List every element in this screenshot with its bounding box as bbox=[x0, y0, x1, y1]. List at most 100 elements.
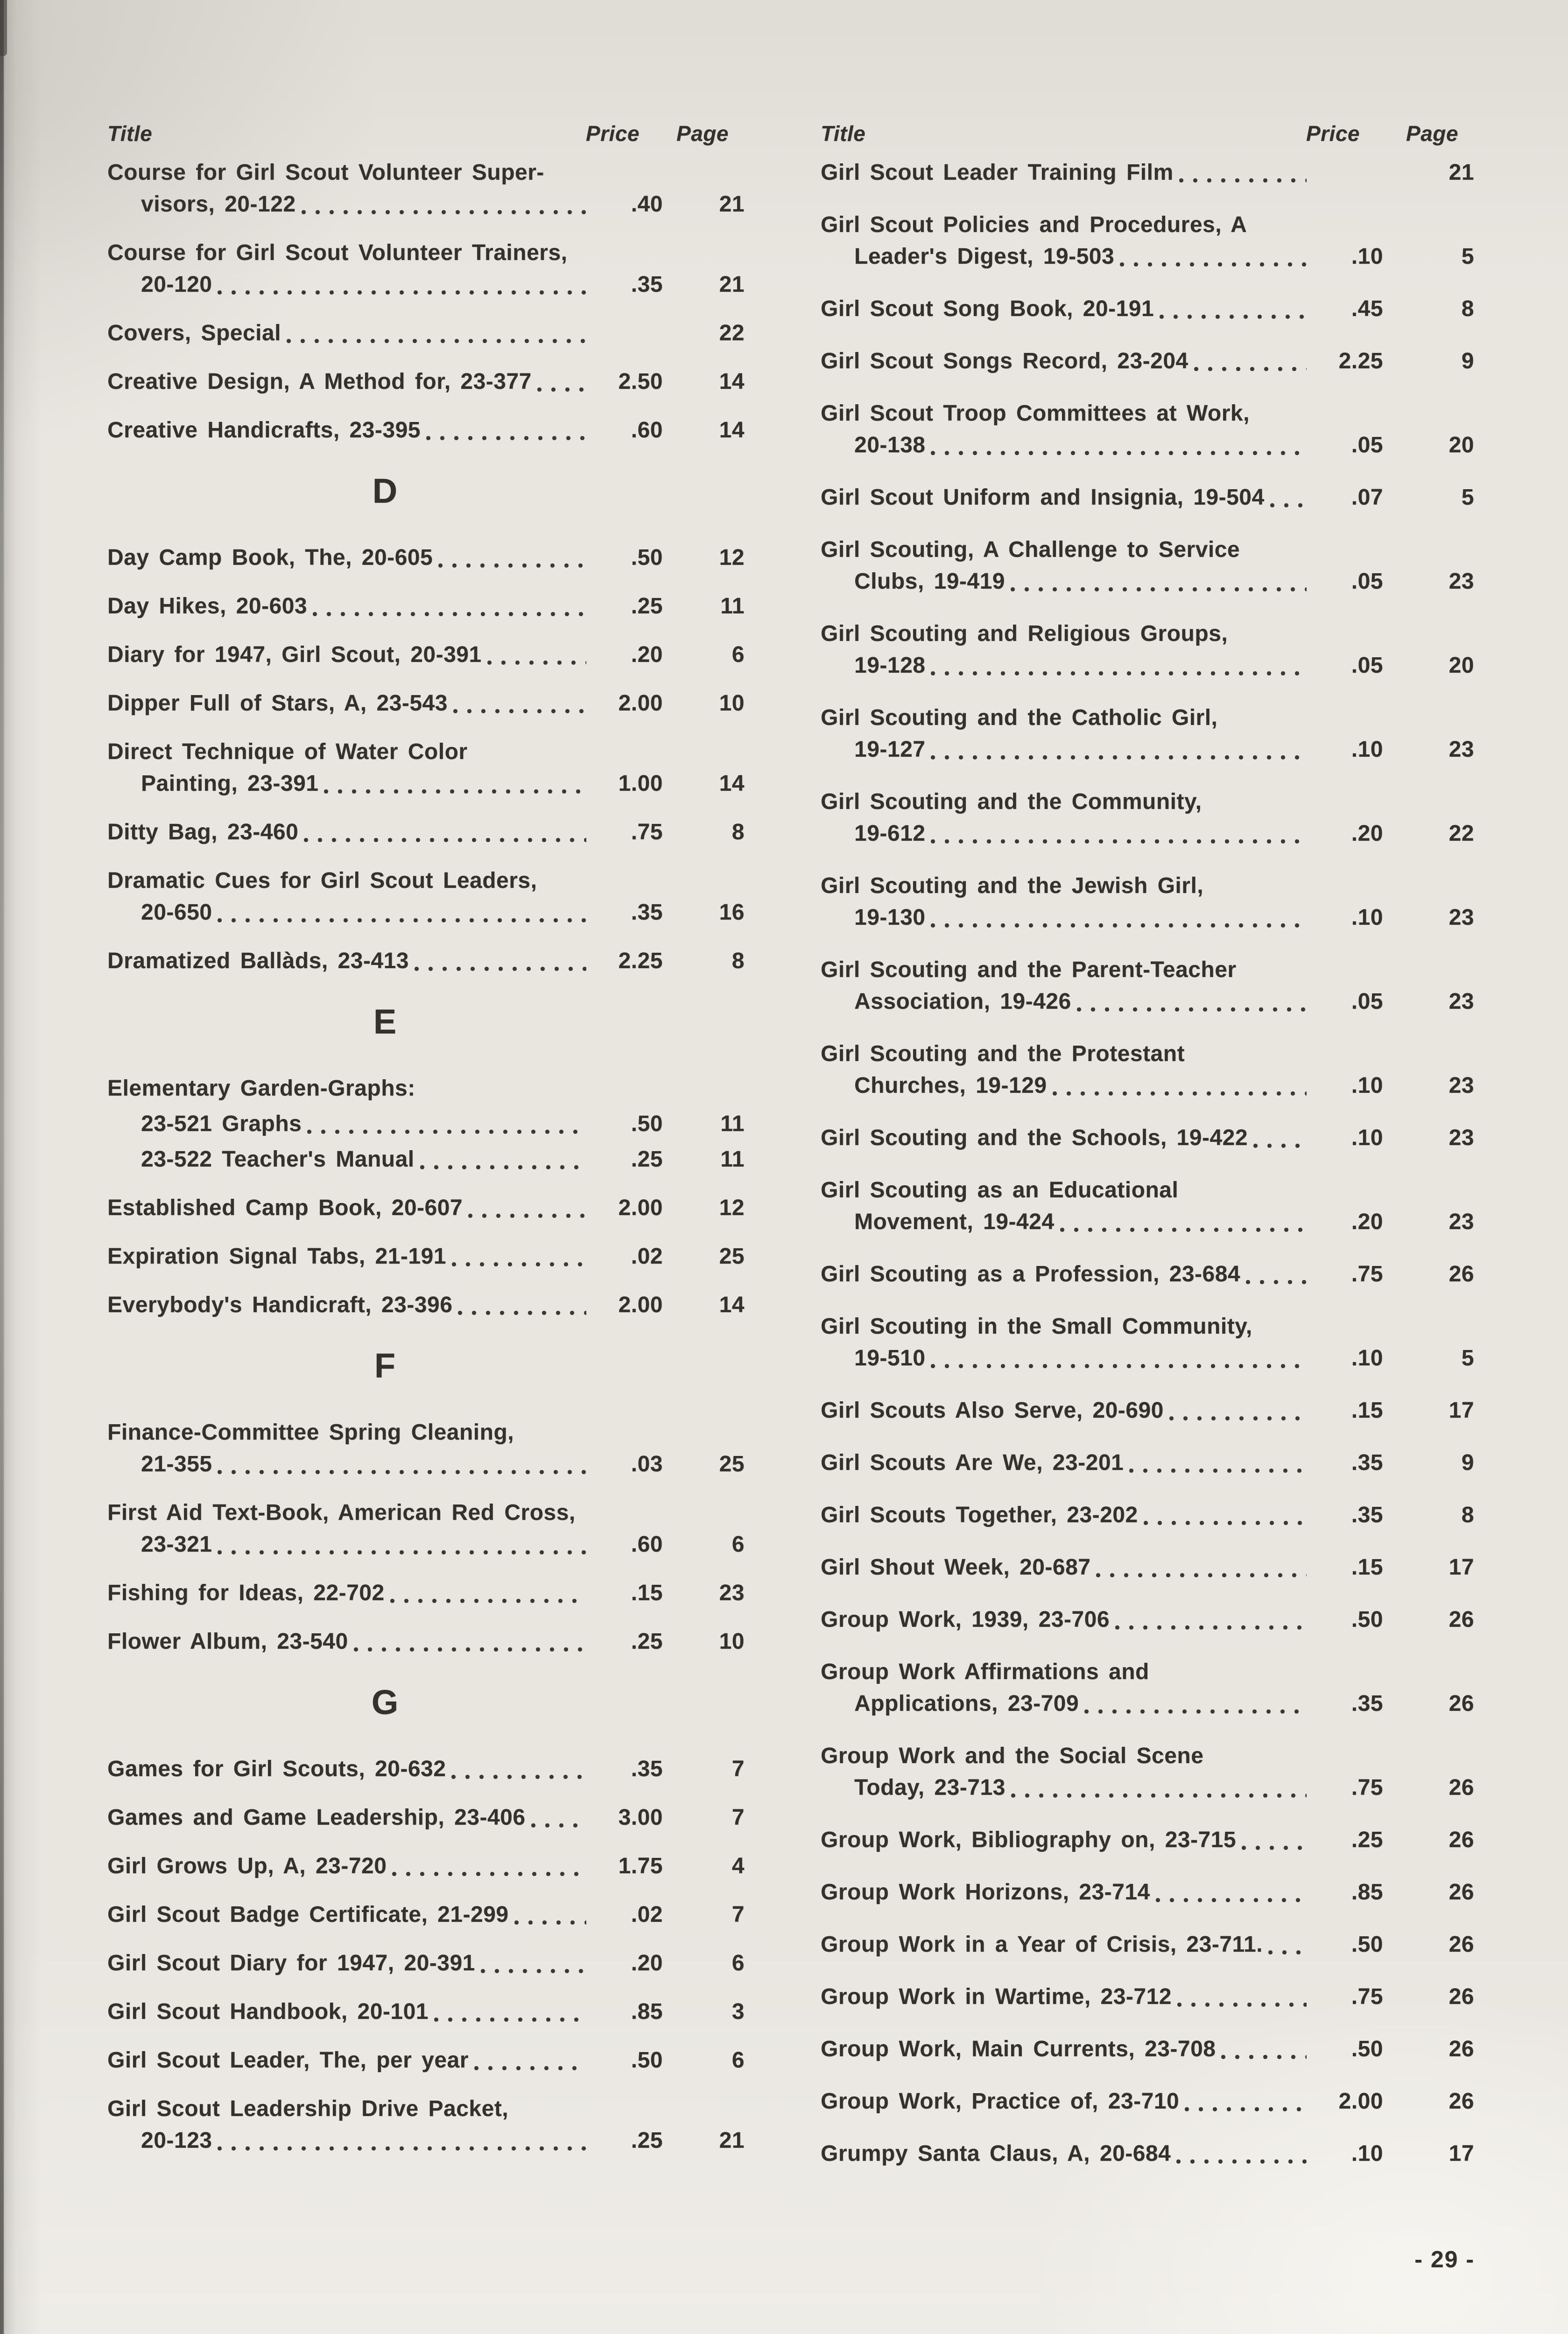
column-header: Title Price Page bbox=[107, 118, 745, 149]
entry-title: Group Work, Practice of, 23-710 bbox=[821, 2089, 1180, 2114]
entry-title: Covers, Special bbox=[107, 321, 281, 345]
entry-price: 2.25 bbox=[1338, 349, 1383, 373]
entry-page-number: 8 bbox=[731, 949, 745, 973]
entry-title-line: Girl Scout Policies and Procedures, A bbox=[821, 209, 1474, 241]
catalog-entry: Ditty Bag, 23-460 .75 8 bbox=[107, 816, 745, 848]
entry-title-line: Girl Scouting and the Community, bbox=[821, 786, 1474, 818]
entry-title: Girl Scouts Also Serve, 20-690 bbox=[821, 1398, 1164, 1423]
entry-page-number: 23 bbox=[1448, 905, 1474, 930]
entry-row: Day Hikes, 20-603 .25 11 bbox=[107, 591, 745, 622]
entry-page-number: 26 bbox=[1448, 1880, 1474, 1905]
entry-row: Churches, 19-129 .10 23 bbox=[821, 1070, 1474, 1102]
entry-page-number: 8 bbox=[731, 820, 745, 844]
entry-page-number: 7 bbox=[731, 1757, 745, 1781]
dot-leader bbox=[446, 1753, 593, 1785]
entry-title: First Aid Text-Book, American Red Cross, bbox=[107, 1500, 576, 1525]
entry-page-number: 26 bbox=[1448, 1691, 1474, 1716]
catalog-entry: Girl Scout Policies and Procedures, A Lea… bbox=[821, 209, 1474, 273]
catalog-entry: Girl Scouts Also Serve, 20-690 .15 17 bbox=[821, 1395, 1474, 1427]
entry-row: 19-130 .10 23 bbox=[821, 902, 1474, 934]
entry-row: Girl Scouting and the Schools, 19-422 .10… bbox=[821, 1122, 1474, 1154]
entry-title: Creative Handicrafts, 23-395 bbox=[107, 418, 421, 443]
entry-title: 19-127 bbox=[854, 737, 926, 762]
entry-title: Association, 19-426 bbox=[854, 989, 1071, 1014]
entry-row: Girl Shout Week, 20-687 .15 17 bbox=[821, 1552, 1474, 1583]
entry-row: Girl Scout Songs Record, 23-204 2.25 9 bbox=[821, 345, 1474, 377]
catalog-entry: Girl Scouts Together, 23-202 .35 8 bbox=[821, 1499, 1474, 1531]
catalog-entry: Expiration Signal Tabs, 21-191 .02 25 bbox=[107, 1241, 745, 1272]
entry-row: 23-522 Teacher's Manual .25 11 bbox=[107, 1144, 745, 1175]
dot-leader bbox=[1263, 1929, 1313, 1961]
dot-leader bbox=[296, 189, 593, 220]
catalog-entry: Girl Scout Badge Certificate, 21-299 .02 7 bbox=[107, 1899, 745, 1931]
entry-price: .50 bbox=[631, 545, 663, 570]
entry-price: 2.00 bbox=[1338, 2089, 1383, 2114]
entry-page-number: 8 bbox=[1461, 296, 1474, 321]
entry-row: Girl Scout Badge Certificate, 21-299 .02 7 bbox=[107, 1899, 745, 1931]
entry-page-number: 26 bbox=[1448, 2037, 1474, 2061]
entry-title: Girl Scout Song Book, 20-191 bbox=[821, 296, 1154, 321]
dot-leader bbox=[433, 542, 593, 574]
catalog-entry: Girl Scout Uniform and Insignia, 19-504.… bbox=[821, 482, 1474, 513]
entry-price: .45 bbox=[1351, 296, 1383, 321]
entry-price: .10 bbox=[1351, 244, 1383, 269]
dot-leader bbox=[509, 1899, 593, 1931]
dot-leader bbox=[385, 1577, 593, 1609]
catalog-entry: Course for Girl Scout Volunteer Trainers… bbox=[107, 237, 745, 301]
index-column-left: Title Price Page Course for Girl Scout V… bbox=[107, 118, 745, 2173]
catalog-entry: Group Work Affirmations and Applications,… bbox=[821, 1656, 1474, 1720]
dot-leader bbox=[1150, 1877, 1313, 1908]
dot-leader bbox=[1236, 1824, 1313, 1856]
entry-page-number: 26 bbox=[1448, 1984, 1474, 2009]
entry-title-line: Girl Scout Leadership Drive Packet, bbox=[107, 2093, 745, 2125]
entry-price: .35 bbox=[631, 900, 663, 925]
catalog-entry: Creative Design, A Method for, 23-377 2.5… bbox=[107, 366, 745, 398]
entry-title: Course for Girl Scout Volunteer Trainers… bbox=[107, 240, 568, 265]
entry-title-line: Elementary Garden-Graphs: bbox=[107, 1073, 745, 1104]
entry-title: Girl Scouts Together, 23-202 bbox=[821, 1503, 1138, 1527]
entry-title: 19-510 bbox=[854, 1346, 926, 1371]
dot-leader bbox=[1248, 1122, 1313, 1154]
entry-price: 1.00 bbox=[618, 771, 663, 796]
entry-row: Today, 23-713 .75 26 bbox=[821, 1772, 1474, 1804]
entry-price: .75 bbox=[1351, 1262, 1383, 1287]
entry-price: .35 bbox=[631, 1757, 663, 1781]
entry-title: Fishing for Ideas, 22-702 bbox=[107, 1581, 385, 1605]
entry-row: Girl Scout Diary for 1947, 20-391 .20 6 bbox=[107, 1947, 745, 1979]
entry-title: Girl Shout Week, 20-687 bbox=[821, 1555, 1091, 1580]
entry-page-number: 9 bbox=[1461, 1450, 1474, 1475]
entry-price: .25 bbox=[631, 2128, 663, 2153]
dot-leader bbox=[532, 366, 593, 398]
catalog-entry: Girl Scout Leadership Drive Packet, 20-12… bbox=[107, 2093, 745, 2157]
dot-leader bbox=[526, 1802, 593, 1834]
entry-row: Girl Scouting as a Profession, 23-684 .75… bbox=[821, 1258, 1474, 1290]
entry-title-line: Girl Scouting and Religious Groups, bbox=[821, 618, 1474, 650]
catalog-entry: Diary for 1947, Girl Scout, 20-391 .20 6 bbox=[107, 639, 745, 671]
entry-title: Girl Scout Songs Record, 23-204 bbox=[821, 349, 1188, 373]
entry-row: Group Work, 1939, 23-706 .50 26 bbox=[821, 1604, 1474, 1636]
entry-price: .02 bbox=[631, 1902, 663, 1927]
entry-price: .10 bbox=[1351, 737, 1383, 762]
entry-row: Games and Game Leadership, 23-406 3.00 7 bbox=[107, 1802, 745, 1834]
catalog-entry: Girl Scout Leader Training Film 21 bbox=[821, 157, 1474, 189]
entry-page-number: 5 bbox=[1461, 1346, 1474, 1371]
entry-title: Girl Scouting as an Educational bbox=[821, 1178, 1179, 1202]
entry-title-line: Girl Scouting as an Educational bbox=[821, 1174, 1474, 1206]
entry-title: Day Hikes, 20-603 bbox=[107, 594, 308, 619]
catalog-entry: Girl Scout Diary for 1947, 20-391 .20 6 bbox=[107, 1947, 745, 1979]
entry-price: .35 bbox=[1351, 1503, 1383, 1527]
entry-page-number: 14 bbox=[719, 1293, 745, 1317]
entry-title: Everybody's Handicraft, 23-396 bbox=[107, 1293, 453, 1317]
entry-title: Group Work in a Year of Crisis, 23-711. bbox=[821, 1932, 1263, 1957]
catalog-entry: Dramatized Ballàds, 23-413 2.25 8 bbox=[107, 945, 745, 977]
entry-price: .25 bbox=[631, 1629, 663, 1654]
entry-row: Girl Scouts Also Serve, 20-690 .15 17 bbox=[821, 1395, 1474, 1427]
entry-title: Games for Girl Scouts, 20-632 bbox=[107, 1757, 446, 1781]
entry-row: Group Work, Main Currents, 23-708 .50 26 bbox=[821, 2033, 1474, 2065]
entry-price: .75 bbox=[1351, 1775, 1383, 1800]
entry-price: 2.00 bbox=[618, 1293, 663, 1317]
entry-price: .35 bbox=[1351, 1450, 1383, 1475]
entry-title: Group Work Horizons, 23-714 bbox=[821, 1880, 1150, 1905]
entry-price: .75 bbox=[1351, 1984, 1383, 2009]
catalog-entry: Flower Album, 23-540 .25 10 bbox=[107, 1626, 745, 1658]
